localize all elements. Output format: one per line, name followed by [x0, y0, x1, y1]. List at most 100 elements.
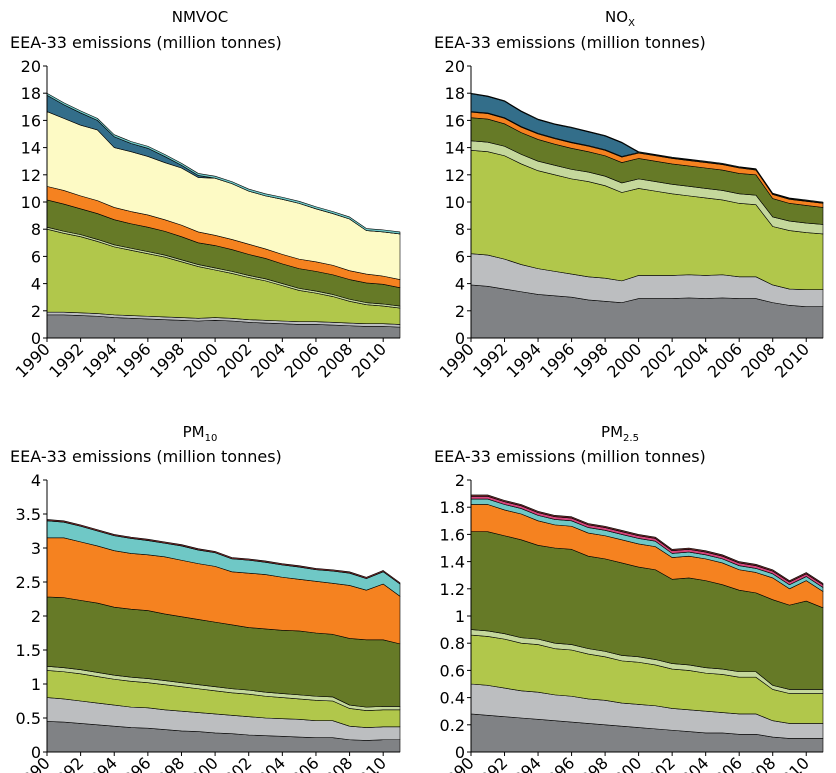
chart2-ytick-label: 3	[31, 539, 41, 558]
chart2-ytick-label: 2.5	[16, 573, 41, 592]
chart0-ytick-label: 4	[31, 275, 41, 294]
chart2-title: PM10	[183, 423, 218, 444]
chart1-ytick-label: 16	[445, 111, 465, 130]
chart1-ytick-label: 6	[455, 247, 465, 266]
chart2-ytick-label: 1	[31, 675, 41, 694]
chart0-ytick-label: 0	[31, 329, 41, 348]
chart1-title-sub: X	[628, 18, 635, 29]
chart0-ytick-label: 2	[31, 302, 41, 321]
chart1-ytick-label: 20	[445, 57, 465, 76]
chart0-panel: NMVOC EEA-33 emissions (million tonnes) 0 2…	[10, 8, 401, 382]
chart0-title-main: NMVOC	[172, 8, 228, 26]
chart3-xtick-label: 2006	[704, 753, 746, 773]
chart3-xtick-label: 2010	[771, 753, 813, 773]
chart3-xtick-label: 2004	[670, 753, 712, 773]
chart3-ytick-label: 1.6	[440, 525, 465, 544]
chart1-xtick-label: 1990	[436, 339, 478, 381]
chart0-xtick-label: 2004	[247, 339, 289, 381]
chart1-ytick-label: 4	[455, 275, 465, 294]
chart0-xtick-label: 1994	[79, 339, 121, 381]
chart0-xtick-label: 1996	[112, 339, 154, 381]
chart1-ytick-label: 18	[445, 84, 465, 103]
chart1-ytick-label: 12	[445, 166, 465, 185]
chart3-ytick-label: 1.2	[440, 580, 465, 599]
chart1-xtick-label: 2006	[704, 339, 746, 381]
chart2-xtick-label: 2004	[247, 753, 289, 773]
chart2-xtick-label: 2000	[180, 753, 222, 773]
chart1-panel: NOX EEA-33 emissions (million tonnes) 0 2 4 6…	[434, 8, 824, 382]
chart0-xtick-label: 1998	[146, 339, 188, 381]
chart0-ylabel: EEA-33 emissions (million tonnes)	[10, 33, 282, 52]
chart3-ytick-label: 2	[455, 471, 465, 490]
chart3-ytick-label: 0.6	[440, 661, 465, 680]
chart0-ytick-label: 8	[31, 220, 41, 239]
chart2-ytick-label: 2	[31, 607, 41, 626]
chart3-xtick-label: 2008	[737, 753, 779, 773]
chart2-xtick-label: 2002	[213, 753, 255, 773]
chart0-xtick-label: 2002	[213, 339, 255, 381]
chart1-ytick-label: 14	[445, 139, 465, 158]
chart2-ylabel: EEA-33 emissions (million tonnes)	[10, 447, 282, 466]
chart2-ytick-label: 3.5	[16, 505, 41, 524]
chart0-series-8	[46, 92, 401, 235]
chart2-xtick-label: 2008	[314, 753, 356, 773]
chart1-xtick-label: 2002	[637, 339, 679, 381]
chart3-title-sub: 2.5	[623, 433, 639, 444]
chart0-ytick-label: 14	[21, 139, 41, 158]
chart0-ytick-label: 18	[21, 84, 41, 103]
chart2-xtick-label: 1992	[45, 753, 87, 773]
chart1-xtick-label: 1992	[469, 339, 511, 381]
chart1-title-main: NO	[605, 8, 628, 26]
chart0-xtick-label: 2010	[348, 339, 390, 381]
chart3-panel: PM2.5 EEA-33 emissions (million tonnes) 0 0…	[434, 423, 824, 773]
chart3-xtick-label: 1998	[570, 753, 612, 773]
chart0-title: NMVOC	[172, 8, 228, 26]
chart3-ytick-label: 0	[455, 743, 465, 762]
chart2-title-main: PM	[183, 423, 205, 441]
chart1-title: NOX	[605, 8, 635, 29]
chart3-ytick-label: 0.4	[440, 689, 465, 708]
chart3-title-main: PM	[601, 423, 623, 441]
chart1-xtick-label: 2000	[603, 339, 645, 381]
chart3-ytick-label: 0.2	[440, 716, 465, 735]
chart0-xtick-label: 2000	[180, 339, 222, 381]
chart3-ylabel: EEA-33 emissions (million tonnes)	[434, 447, 706, 466]
chart2-ytick-label: 1.5	[16, 641, 41, 660]
chart1-xtick-label: 1998	[570, 339, 612, 381]
chart3-ytick-label: 1.8	[440, 498, 465, 517]
chart2-ytick-label: 4	[31, 471, 41, 490]
chart0-ytick-label: 10	[21, 193, 41, 212]
chart2-ytick-label: 0.5	[16, 709, 41, 728]
chart3-xtick-label: 2002	[637, 753, 679, 773]
chart2-xtick-label: 2006	[281, 753, 323, 773]
chart0-ytick-label: 20	[21, 57, 41, 76]
chart3-title: PM2.5	[601, 423, 639, 444]
chart2-xtick-label: 2010	[348, 753, 390, 773]
chart1-xtick-label: 1996	[536, 339, 578, 381]
chart0-xtick-label: 1992	[45, 339, 87, 381]
chart2-ytick-label: 0	[31, 743, 41, 762]
chart1-ytick-label: 10	[445, 193, 465, 212]
chart2-series-7	[46, 519, 401, 585]
chart3-ytick-label: 0.8	[440, 634, 465, 653]
chart1-ytick-label: 2	[455, 302, 465, 321]
chart3-xtick-label: 1996	[536, 753, 578, 773]
chart2-xtick-label: 1998	[146, 753, 188, 773]
chart1-ylabel: EEA-33 emissions (million tonnes)	[434, 33, 706, 52]
chart0-xtick-label: 2008	[314, 339, 356, 381]
chart0-xtick-label: 1990	[12, 339, 54, 381]
chart0-xtick-label: 2006	[281, 339, 323, 381]
chart2-xtick-label: 1994	[79, 753, 121, 773]
chart1-xtick-label: 2010	[771, 339, 813, 381]
chart3-xtick-label: 1992	[469, 753, 511, 773]
chart0-ytick-label: 6	[31, 247, 41, 266]
chart1-xtick-label: 2008	[737, 339, 779, 381]
chart3-xtick-label: 1994	[503, 753, 545, 773]
chart0-ytick-label: 16	[21, 111, 41, 130]
chart1-ytick-label: 0	[455, 329, 465, 348]
chart2-xtick-label: 1996	[112, 753, 154, 773]
chart3-ytick-label: 1.4	[440, 553, 465, 572]
chart3-xtick-label: 2000	[603, 753, 645, 773]
chart1-ytick-label: 8	[455, 220, 465, 239]
